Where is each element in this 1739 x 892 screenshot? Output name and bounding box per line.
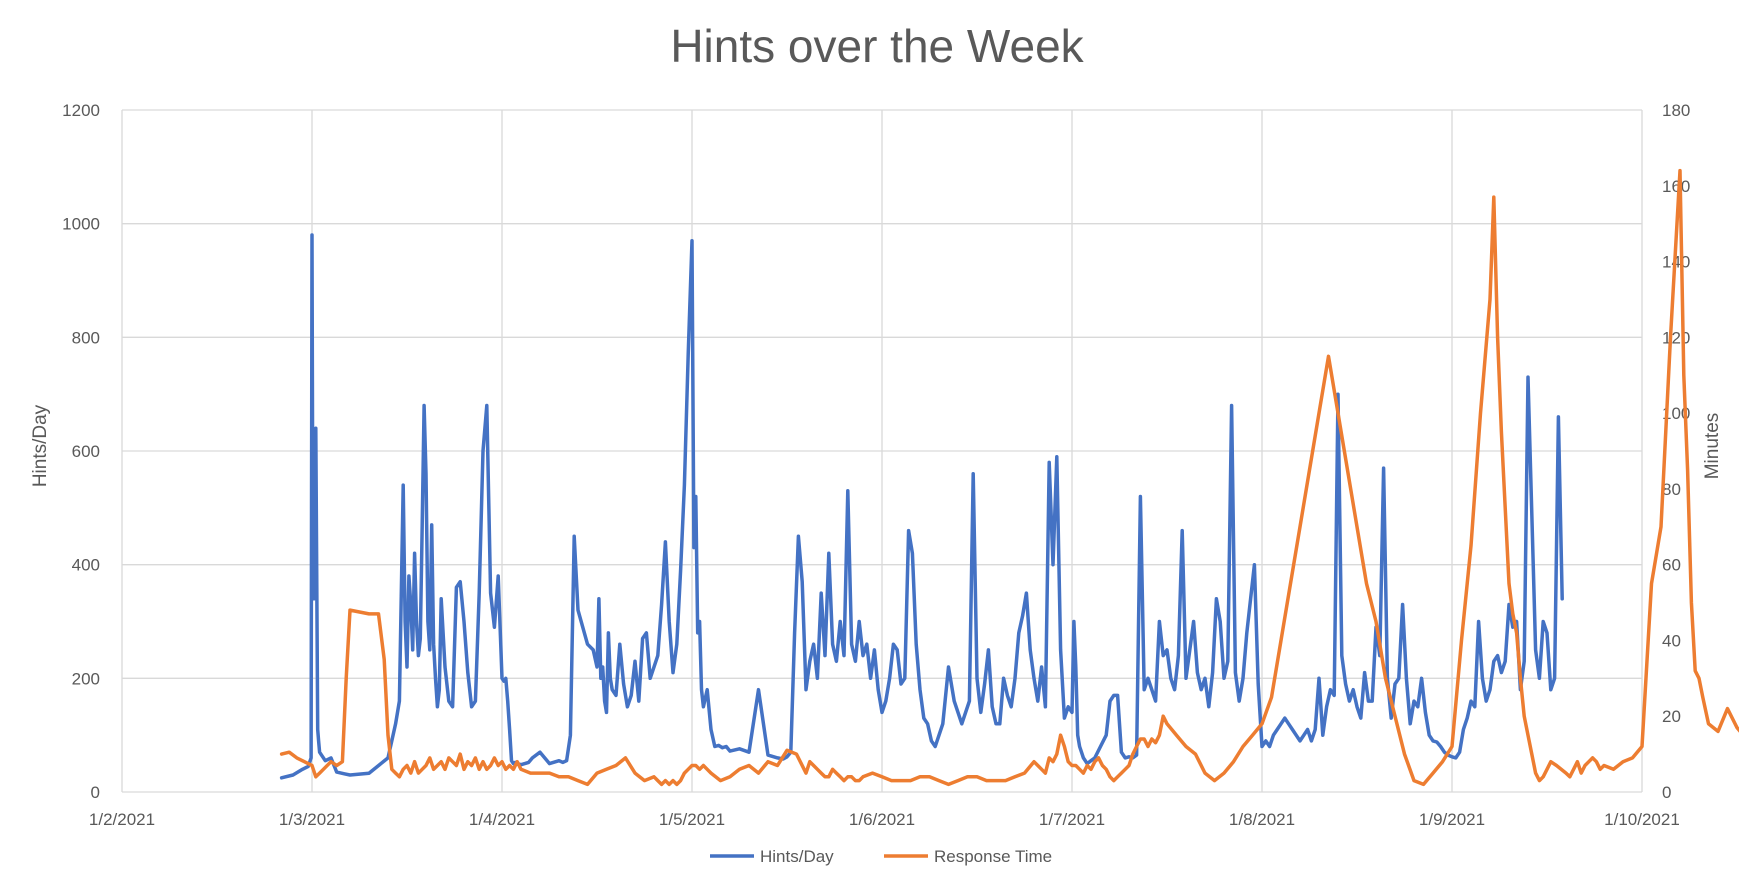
y2-tick-label: 40 <box>1662 631 1681 650</box>
y-tick-label: 1000 <box>62 215 100 234</box>
left-axis-ticks: 0 200 400 600 800 1000 1200 <box>62 101 100 802</box>
chart-title: Hints over the Week <box>670 20 1084 72</box>
y-tick-label: 600 <box>72 442 100 461</box>
x-tick-label: 1/5/2021 <box>659 810 725 829</box>
y2-tick-label: 60 <box>1662 556 1681 575</box>
series-hints-per-day-line <box>279 233 1564 780</box>
x-tick-label: 1/10/2021 <box>1604 810 1680 829</box>
legend-label: Response Time <box>934 847 1052 866</box>
y-tick-label: 400 <box>72 556 100 575</box>
y2-tick-label: 100 <box>1662 404 1690 423</box>
x-tick-label: 1/8/2021 <box>1229 810 1295 829</box>
x-tick-label: 1/4/2021 <box>469 810 535 829</box>
y-axis-title: Hints/Day <box>30 404 51 487</box>
x-tick-label: 1/6/2021 <box>849 810 915 829</box>
legend-label: Hints/Day <box>760 847 834 866</box>
y2-tick-label: 160 <box>1662 177 1690 196</box>
y2-tick-label: 20 <box>1662 707 1681 726</box>
y-tick-label: 0 <box>91 783 100 802</box>
x-tick-label: 1/3/2021 <box>279 810 345 829</box>
x-tick-label: 1/7/2021 <box>1039 810 1105 829</box>
y2-axis-title: Minutes <box>1702 413 1723 480</box>
y-tick-label: 1200 <box>62 101 100 120</box>
x-tick-label: 1/2/2021 <box>89 810 155 829</box>
y-tick-label: 800 <box>72 328 100 347</box>
y2-tick-label: 120 <box>1662 328 1690 347</box>
gridlines <box>121 109 1643 793</box>
y2-tick-label: 180 <box>1662 101 1690 120</box>
series-lines <box>279 168 1739 787</box>
legend: Hints/Day Response Time <box>710 847 1052 866</box>
x-axis-ticks: 1/2/2021 1/3/2021 1/4/2021 1/5/2021 1/6/2021… <box>89 810 1680 829</box>
y-tick-label: 200 <box>72 669 100 688</box>
series-response-time-line <box>279 168 1739 787</box>
x-tick-label: 1/9/2021 <box>1419 810 1485 829</box>
y2-tick-label: 0 <box>1662 783 1671 802</box>
y2-tick-label: 80 <box>1662 480 1681 499</box>
